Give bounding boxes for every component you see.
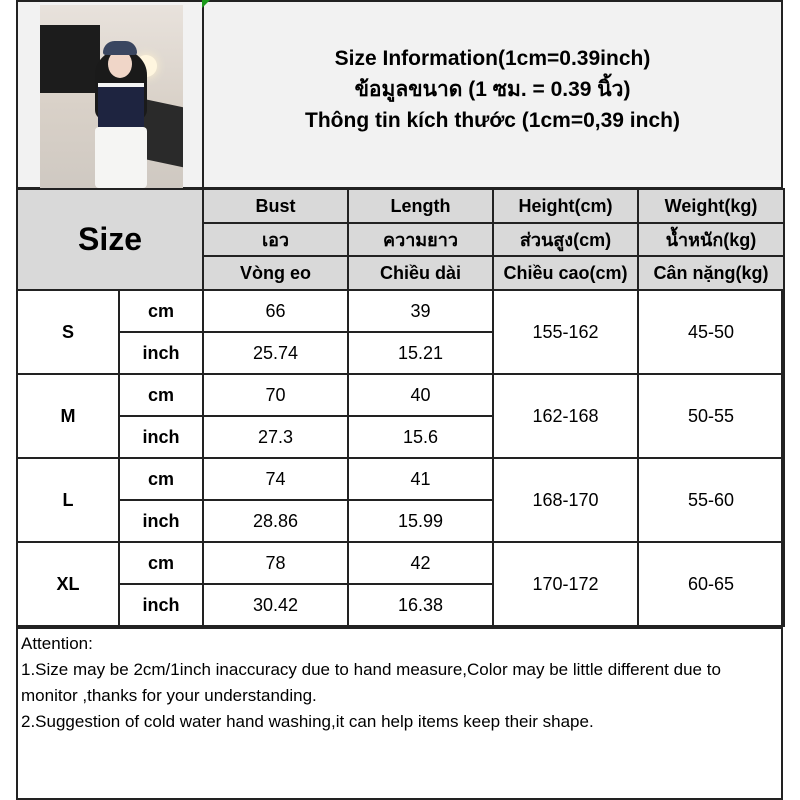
table-row: inch 28.86 15.99 xyxy=(17,499,784,543)
col-length-th: ความยาว xyxy=(347,222,494,257)
bust-inch: 28.86 xyxy=(202,499,349,543)
col-bust-vi: Vòng eo xyxy=(202,255,349,291)
height-range: 155-162 xyxy=(492,289,639,375)
col-weight-vi: Cân nặng(kg) xyxy=(637,255,785,291)
header-row-thai: เอว ความยาว ส่วนสูง(cm) น้ำหนัก(kg) xyxy=(17,222,785,257)
col-weight-th: น้ำหนัก(kg) xyxy=(637,222,785,257)
weight-range: 55-60 xyxy=(637,457,785,543)
bust-cm: 66 xyxy=(202,289,349,333)
attention-note-1: 1.Size may be 2cm/1inch inaccuracy due t… xyxy=(21,660,721,705)
header-row-vietnamese: Vòng eo Chiều dài Chiều cao(cm) Cân nặng… xyxy=(17,255,785,291)
length-inch: 15.21 xyxy=(347,331,494,375)
attention-note-2: 2.Suggestion of cold water hand washing,… xyxy=(21,712,594,731)
title-vietnamese: Thông tin kích thước (1cm=0,39 inch) xyxy=(305,109,680,132)
bust-cm: 70 xyxy=(202,373,349,417)
table-row: S cm 66 39 155-162 45-50 xyxy=(16,289,785,375)
table-row: M cm 70 40 162-168 50-55 xyxy=(16,373,785,459)
length-inch: 15.6 xyxy=(347,415,494,459)
height-range: 170-172 xyxy=(492,541,639,627)
size-label: S xyxy=(16,289,120,375)
length-inch: 15.99 xyxy=(347,499,494,543)
col-bust-th: เอว xyxy=(202,222,349,257)
attention-notes: Attention: 1.Size may be 2cm/1inch inacc… xyxy=(18,627,781,798)
table-row: inch 25.74 15.21 xyxy=(17,331,784,375)
unit-cm: cm xyxy=(118,289,204,333)
bust-inch: 25.74 xyxy=(202,331,349,375)
size-label: L xyxy=(16,457,120,543)
unit-inch: inch xyxy=(118,415,204,459)
size-label: XL xyxy=(16,541,120,627)
bust-cm: 78 xyxy=(202,541,349,585)
table-row: inch 27.3 15.6 xyxy=(17,415,784,459)
unit-inch: inch xyxy=(118,583,204,627)
length-cm: 40 xyxy=(347,373,494,417)
table-row: XL cm 78 42 170-172 60-65 xyxy=(16,541,785,627)
cell-marker xyxy=(202,0,210,8)
product-photo xyxy=(40,5,183,188)
col-height-en: Height(cm) xyxy=(492,188,639,224)
weight-range: 60-65 xyxy=(637,541,785,627)
weight-range: 50-55 xyxy=(637,373,785,459)
length-inch: 16.38 xyxy=(347,583,494,627)
size-header: Size xyxy=(16,188,204,291)
photo-cell xyxy=(16,0,203,189)
unit-inch: inch xyxy=(118,499,204,543)
unit-inch: inch xyxy=(118,331,204,375)
size-table: Size Bust Length Height(cm) Weight(kg) เ… xyxy=(16,188,785,627)
bust-cm: 74 xyxy=(202,457,349,501)
table-row: inch 30.42 16.38 xyxy=(17,583,784,627)
col-weight-en: Weight(kg) xyxy=(637,188,785,224)
col-length-vi: Chiều dài xyxy=(347,255,494,291)
header-row-english: Size Bust Length Height(cm) Weight(kg) xyxy=(16,188,785,291)
length-cm: 42 xyxy=(347,541,494,585)
size-info-title: Size Information(1cm=0.39inch) ข้อมูลขนา… xyxy=(202,0,783,189)
unit-cm: cm xyxy=(118,541,204,585)
col-height-vi: Chiều cao(cm) xyxy=(492,255,639,291)
title-english: Size Information(1cm=0.39inch) xyxy=(334,47,651,70)
bust-inch: 27.3 xyxy=(202,415,349,459)
unit-cm: cm xyxy=(118,373,204,417)
col-bust-en: Bust xyxy=(202,188,349,224)
height-range: 168-170 xyxy=(492,457,639,543)
col-height-th: ส่วนสูง(cm) xyxy=(492,222,639,257)
bust-inch: 30.42 xyxy=(202,583,349,627)
attention-heading: Attention: xyxy=(21,634,93,653)
table-row: L cm 74 41 168-170 55-60 xyxy=(16,457,785,543)
height-range: 162-168 xyxy=(492,373,639,459)
size-label: M xyxy=(16,373,120,459)
weight-range: 45-50 xyxy=(637,289,785,375)
col-length-en: Length xyxy=(347,188,494,224)
title-thai: ข้อมูลขนาด (1 ซม. = 0.39 นิ้ว) xyxy=(354,78,631,101)
length-cm: 41 xyxy=(347,457,494,501)
length-cm: 39 xyxy=(347,289,494,333)
unit-cm: cm xyxy=(118,457,204,501)
